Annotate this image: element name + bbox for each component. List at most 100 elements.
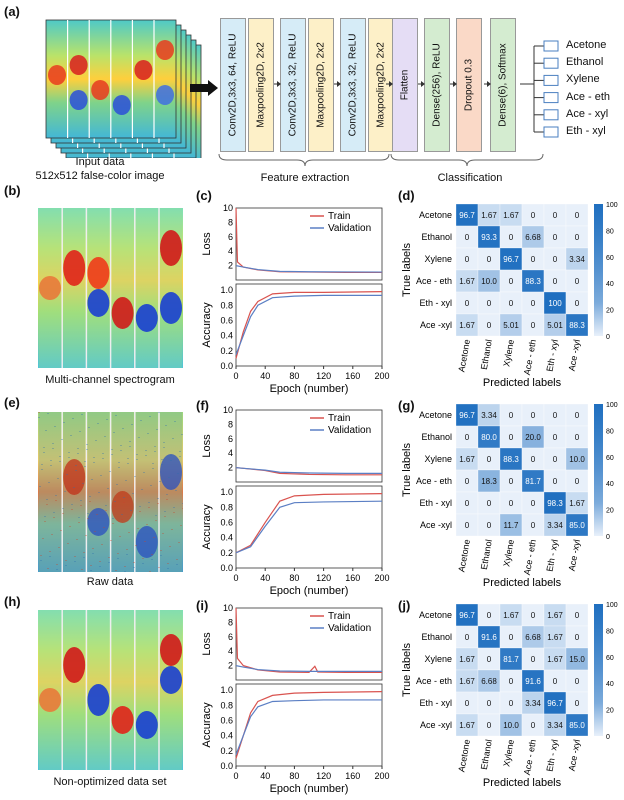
colorbar-tick-label: 40: [606, 681, 614, 688]
cell-value: 1.67: [547, 633, 563, 642]
noise-speck: [137, 528, 139, 529]
noise-speck: [66, 474, 68, 475]
output-label: Eth - xyl: [566, 125, 606, 137]
matrix-cell: [565, 313, 589, 337]
cell-value: 0: [509, 499, 514, 508]
loss-line-validation: [235, 467, 382, 474]
cell-value: 0: [509, 411, 514, 420]
noise-speck: [164, 516, 166, 517]
noise-speck: [147, 433, 149, 434]
noise-speck: [140, 420, 142, 421]
noise-speck: [176, 559, 178, 560]
noise-speck: [123, 497, 125, 498]
column-label: Eth - xyl: [544, 739, 559, 773]
layer-box: Dropout 0.3: [456, 18, 482, 152]
x-axis-label: Predicted labels: [483, 777, 562, 789]
accuracy-axes: [235, 283, 383, 367]
column-label: Ace -xyl: [567, 739, 582, 772]
row-label: Xylene: [424, 654, 452, 664]
cell-value: 88.3: [569, 321, 585, 330]
row-label: Ace -xyl: [420, 720, 452, 730]
accuracy-tick-label: 1.0: [220, 285, 233, 295]
noise-speck: [84, 461, 86, 462]
spectrogram-blob: [160, 666, 182, 694]
noise-speck: [52, 448, 54, 449]
noise-speck: [163, 442, 165, 443]
cell-value: 96.7: [547, 699, 563, 708]
noise-speck: [117, 558, 119, 559]
noise-speck: [141, 489, 143, 490]
cell-value: 0: [465, 521, 470, 530]
layer-box: Conv2D,3x3, 64, ReLU: [220, 18, 246, 152]
column-label: Acetone: [456, 539, 472, 573]
row-label: Xylene: [424, 454, 452, 464]
accuracy-tick-label: 0.8: [220, 300, 233, 310]
noise-speck: [56, 564, 58, 565]
panel-label-i: (i): [196, 598, 209, 613]
x-tick-label: 120: [316, 371, 331, 381]
noise-speck: [38, 412, 40, 413]
noise-speck: [105, 505, 107, 506]
noise-speck: [61, 439, 63, 440]
loss-tick-label: 4: [228, 646, 233, 656]
noise-speck: [129, 446, 131, 447]
noise-speck: [47, 568, 49, 569]
output-node: [543, 109, 559, 121]
colorbar-tick-label: 60: [606, 255, 614, 262]
confusion-matrix-d: Acetone Ethanol Xylene Ace - eth Eth - xyl Ac…: [401, 202, 618, 389]
cell-value: 0: [465, 477, 470, 486]
noise-speck: [134, 476, 136, 477]
cell-value: 85.0: [569, 521, 585, 530]
loss-tick-label: 2: [228, 463, 233, 473]
x-axis-label: Epoch (number): [270, 585, 349, 597]
cell-value: 0: [575, 611, 580, 620]
cell-value: 0: [509, 277, 514, 286]
noise-speck: [89, 496, 91, 497]
accuracy-tick-label: 0.6: [220, 517, 233, 527]
panel-label-j: (j): [398, 598, 411, 613]
noise-speck: [178, 542, 180, 543]
spectrogram-blob: [160, 230, 182, 266]
noise-speck: [122, 428, 124, 429]
noise-speck: [176, 564, 178, 565]
x-tick-label: 120: [316, 573, 331, 583]
noise-speck: [130, 510, 132, 511]
noise-speck: [55, 495, 57, 496]
cell-value: 1.67: [503, 211, 519, 220]
x-tick-label: 200: [374, 371, 389, 381]
noise-speck: [46, 504, 48, 505]
noise-speck: [53, 512, 55, 513]
noise-speck: [92, 548, 94, 549]
output-tree: [520, 40, 559, 138]
cell-value: 91.6: [481, 633, 497, 642]
noise-speck: [121, 519, 123, 520]
spectrogram-channel: [39, 412, 61, 572]
noise-speck: [175, 490, 177, 491]
caption-b: Multi-channel spectrogram: [45, 374, 175, 386]
noise-speck: [93, 457, 95, 458]
cell-value: 0: [553, 255, 558, 264]
noise-speck: [80, 500, 82, 501]
noise-speck: [71, 509, 73, 510]
noise-speck: [118, 467, 120, 468]
cell-value: 0: [553, 455, 558, 464]
noise-speck: [135, 545, 137, 546]
panel-label-f: (f): [196, 398, 209, 413]
spectrogram-blob: [87, 684, 110, 716]
noise-speck: [146, 524, 148, 525]
row-label: Acetone: [419, 410, 452, 420]
spectrogram-channel: [63, 208, 86, 368]
spectrogram-blob: [63, 250, 86, 286]
cell-value: 0: [509, 433, 514, 442]
colorbar: [594, 604, 603, 736]
noise-speck: [181, 434, 183, 435]
noise-speck: [149, 571, 151, 572]
noise-speck: [72, 418, 74, 419]
layer-box: Maxpooling2D, 2x2: [248, 18, 274, 152]
cell-value: 3.34: [569, 255, 585, 264]
loss-tick-label: 4: [228, 448, 233, 458]
caption-h: Non-optimized data set: [53, 776, 167, 788]
noise-speck: [158, 412, 160, 413]
noise-speck: [182, 503, 183, 504]
cell-value: 5.01: [503, 321, 519, 330]
